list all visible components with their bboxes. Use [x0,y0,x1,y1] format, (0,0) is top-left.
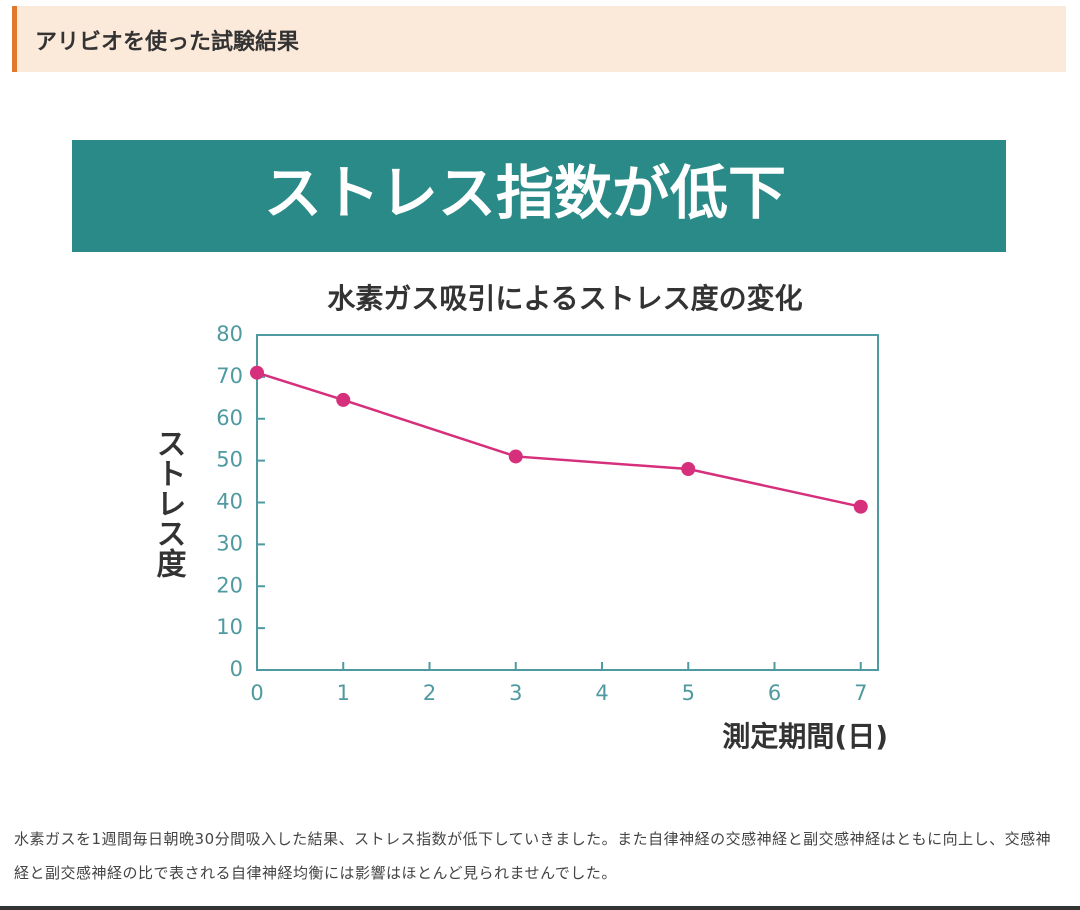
x-tick-label: 2 [423,681,436,705]
data-point [508,449,523,464]
data-point [336,392,351,407]
y-tick-label: 60 [216,406,243,430]
x-tick-label: 7 [854,681,867,705]
banner [72,140,1006,252]
header-title: アリビオを使った試験結果 [35,30,300,55]
y-tick-label: 70 [216,364,243,388]
bottom-border [0,906,1080,910]
caption: 水素ガスを1週間毎日朝晩30分間吸入した結果、ストレス指数が低下していきました。… [14,830,1052,882]
y-tick-label: 50 [216,448,243,472]
banner-title: ストレス指数が低下 [264,159,786,227]
y-tick-label: 40 [216,490,243,514]
y-tick-label: 30 [216,531,243,555]
x-tick-label: 1 [337,681,350,705]
y-tick-label: 80 [216,322,243,346]
section-header: アリビオを使った試験結果 [12,6,1066,72]
data-point [681,462,696,476]
data-line [256,371,862,508]
x-tick-label: 4 [595,681,608,705]
y-axis-label: ストレス度 [151,428,187,579]
plot-frame [256,334,879,671]
x-tick-label: 3 [509,681,522,705]
x-axis-label: 測定期間(日) [722,720,888,753]
y-tick-label: 20 [216,573,243,597]
y-tick-label: 10 [216,615,243,639]
x-tick-label: 0 [250,681,263,705]
data-point [250,365,264,380]
x-tick-label: 6 [768,681,781,705]
data-point [853,499,868,514]
y-tick-label: 0 [230,657,243,681]
chart-title: 水素ガス吸引によるストレス度の変化 [327,282,802,315]
x-tick-label: 5 [682,681,695,705]
chart: ストレス指数が低下 水素ガス吸引によるストレス度の変化 ストレス度 測定期間(日… [72,140,1006,753]
